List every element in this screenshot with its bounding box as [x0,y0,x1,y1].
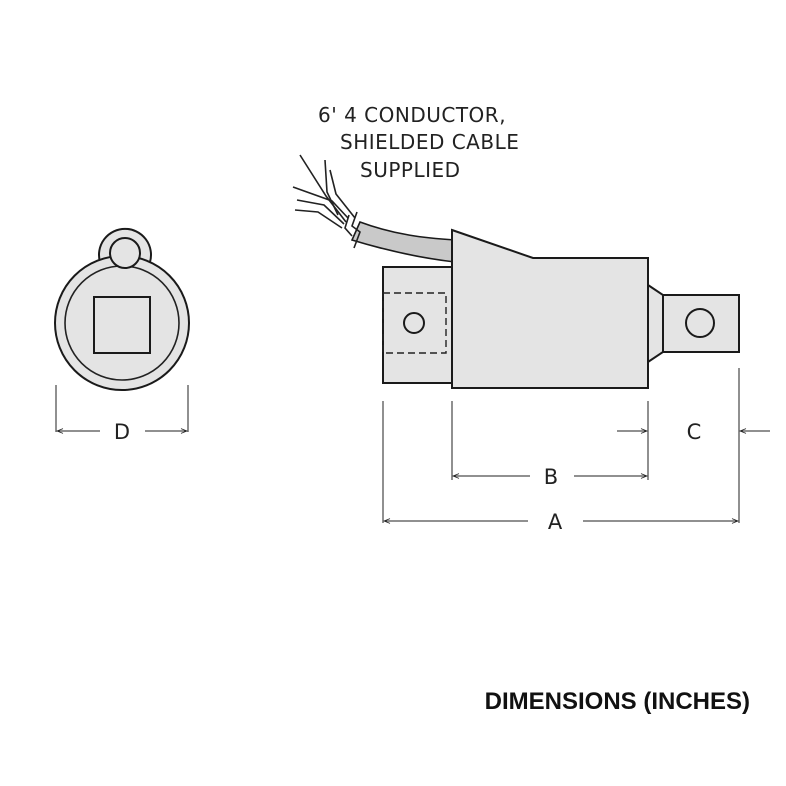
drawing-title: DIMENSIONS (INCHES) [484,688,750,715]
end-view-square-drive [93,296,151,354]
end-view [54,227,190,391]
cable-note-line-3: SUPPLIED [360,158,461,182]
female-drive-hidden-socket [382,292,447,354]
cable-break-mark [351,211,361,249]
dimension-a: A [384,510,738,534]
housing-shoulder [647,283,664,364]
extension-lines [382,368,740,523]
dimension-c-label: C [687,420,702,444]
dimension-d: D [55,385,189,444]
cable-note-line-1: 6' 4 CONDUCTOR, [318,103,506,127]
cable-conductors [292,154,356,229]
female-drive-detent-hole [403,312,425,334]
shielded-cable [350,220,456,263]
dimension-b-label: B [544,465,558,489]
dimension-a-label: A [548,510,563,534]
cable-note: 6' 4 CONDUCTOR, SHIELDED CABLE SUPPLIED [318,103,519,182]
side-view [292,154,740,389]
cable-note-line-2: SHIELDED CABLE [340,130,519,154]
dimension-d-label: D [114,420,130,444]
end-view-tab-hole [109,237,141,269]
dimension-c: C [617,420,770,444]
sensor-housing [451,228,649,389]
dimension-b: B [453,465,647,489]
male-drive-detent-hole [685,308,715,338]
